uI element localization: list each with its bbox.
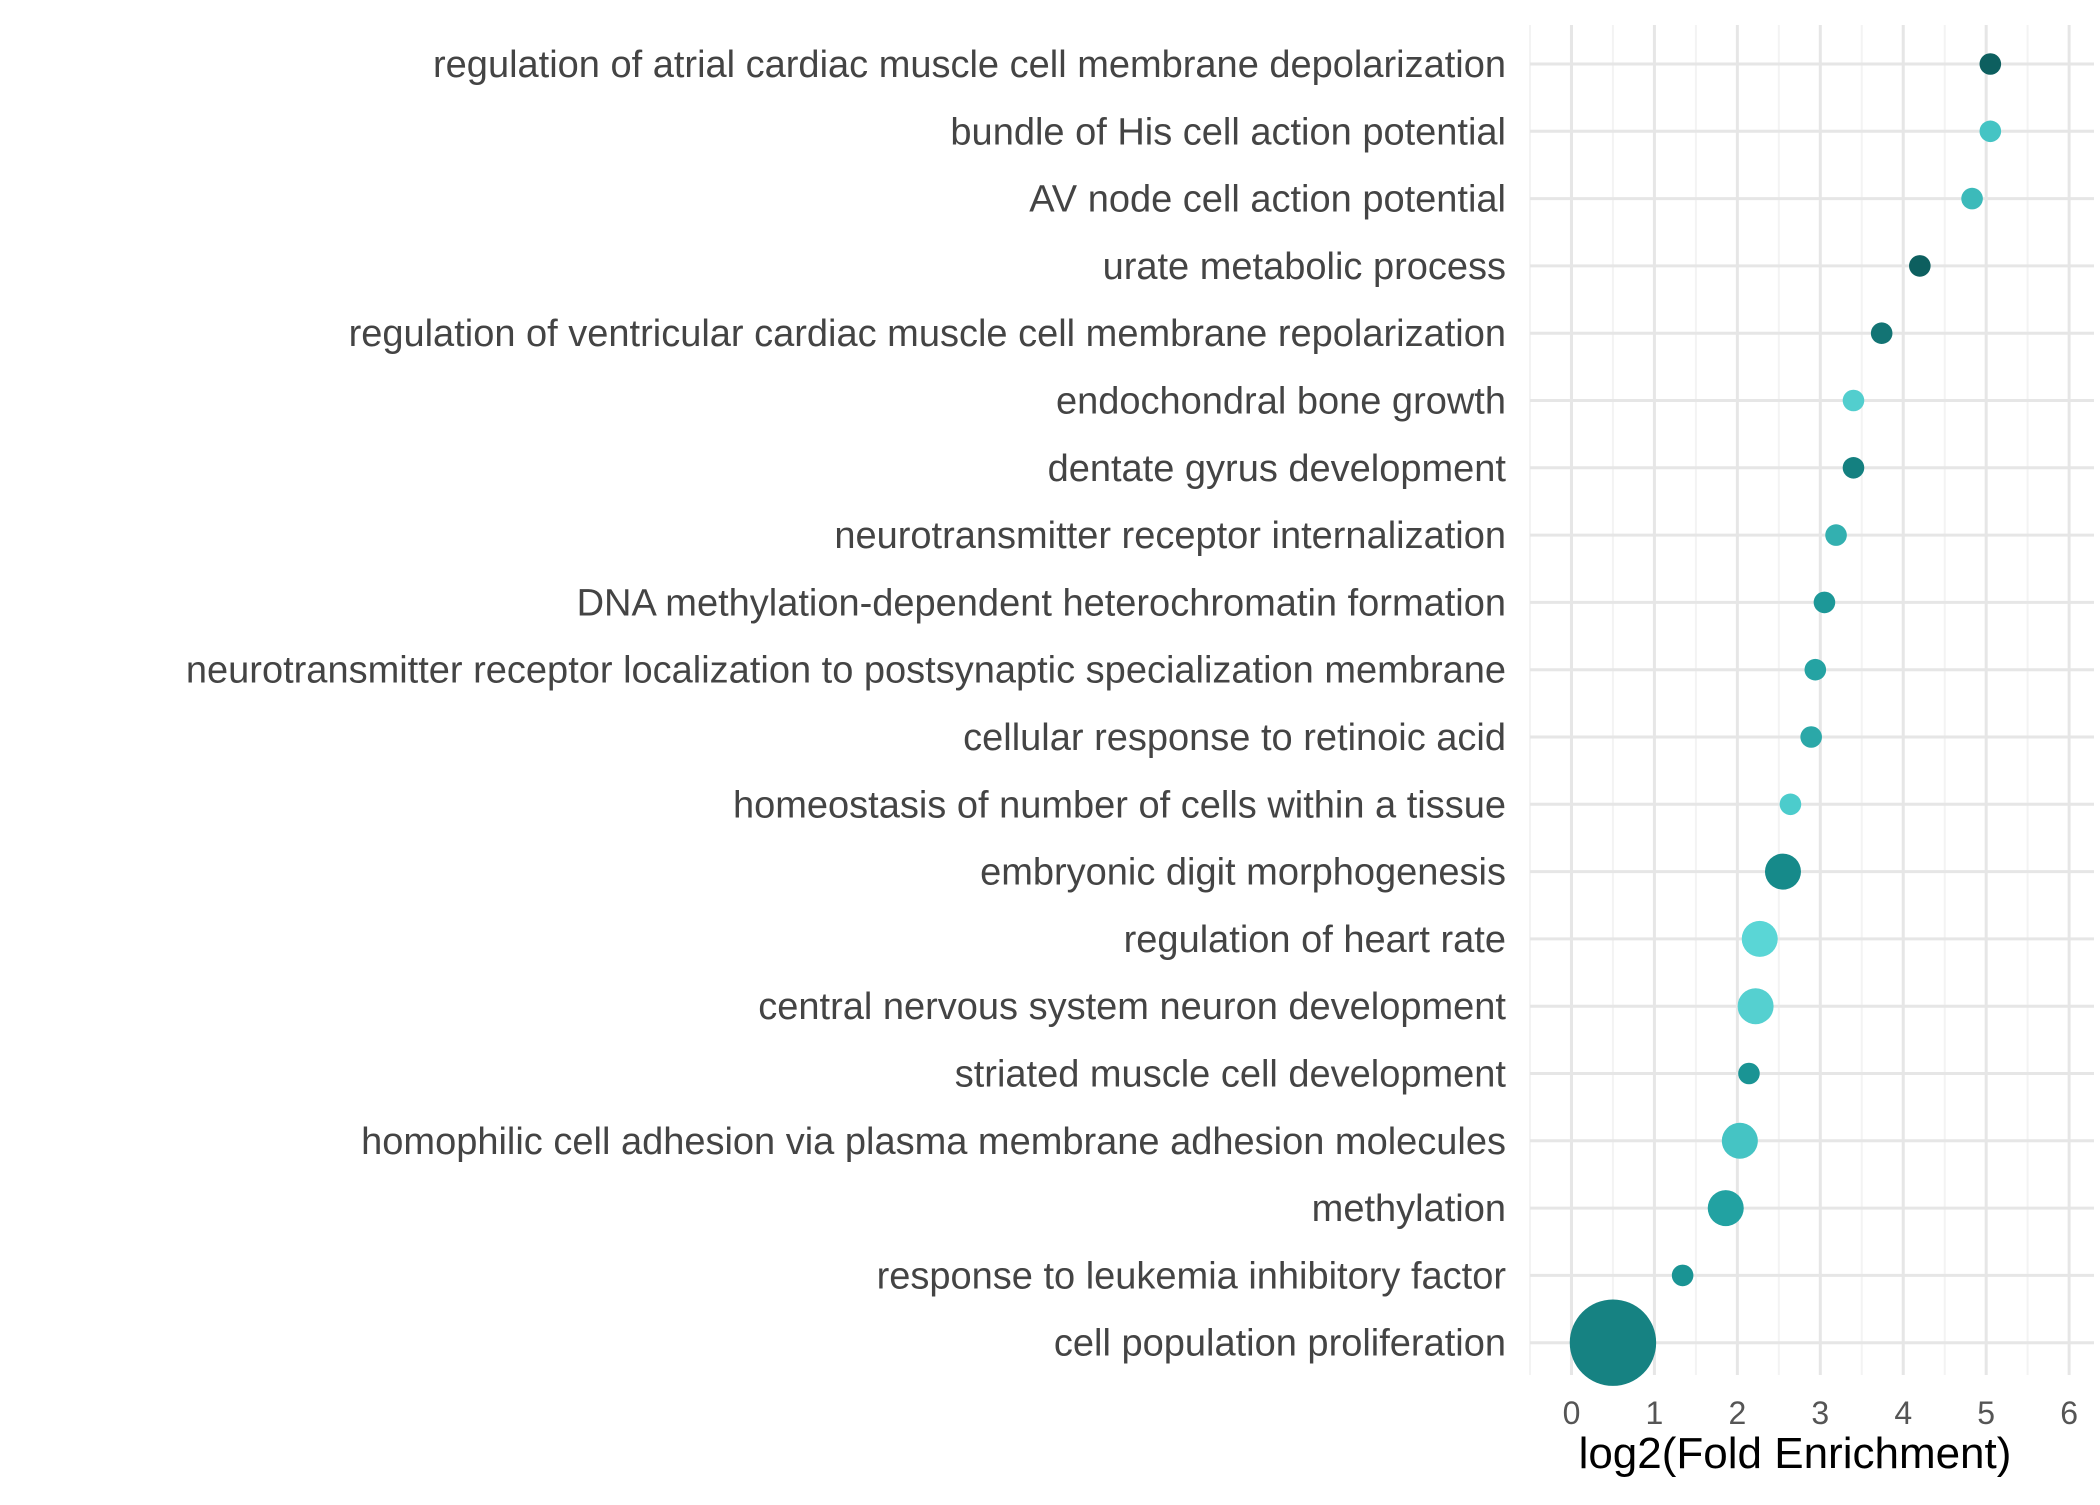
data-point <box>1779 793 1802 816</box>
y-tick-label: embryonic digit morphogenesis <box>980 852 1506 894</box>
data-point <box>1800 726 1822 748</box>
y-tick-label: response to leukemia inhibitory factor <box>877 1255 1507 1297</box>
y-tick-label: neurotransmitter receptor localization t… <box>186 650 1506 692</box>
data-points <box>1569 53 2002 1386</box>
y-tick-label: bundle of His cell action potential <box>950 111 1506 153</box>
grid <box>1529 25 2094 1375</box>
x-axis-title: log2(Fold Enrichment) <box>1579 1429 2012 1478</box>
x-tick-label: 2 <box>1728 1395 1746 1431</box>
x-tick-label: 1 <box>1646 1395 1664 1431</box>
y-tick-label: homeostasis of number of cells within a … <box>733 784 1506 826</box>
data-point <box>1909 255 1931 277</box>
data-point <box>1737 988 1774 1025</box>
y-tick-label: urate metabolic process <box>1103 246 1506 288</box>
data-point <box>1979 53 2002 75</box>
x-tick-label: 5 <box>1977 1395 1995 1431</box>
data-point <box>1842 389 1865 412</box>
data-point <box>1569 1299 1657 1386</box>
data-point <box>1738 1062 1760 1085</box>
data-point <box>1721 1122 1758 1159</box>
y-tick-label: regulation of ventricular cardiac muscle… <box>349 313 1506 355</box>
data-point <box>1707 1190 1744 1227</box>
data-point <box>1764 853 1801 890</box>
data-point <box>1671 1264 1694 1287</box>
y-tick-label: DNA methylation-dependent heterochromati… <box>577 582 1506 624</box>
data-point <box>1961 187 1983 210</box>
y-tick-label: dentate gyrus development <box>1048 448 1507 490</box>
data-point <box>1979 120 2002 143</box>
x-tick-label: 0 <box>1563 1395 1581 1431</box>
data-point <box>1741 920 1778 957</box>
data-point <box>1813 591 1836 614</box>
data-point <box>1804 658 1827 681</box>
y-tick-label: AV node cell action potential <box>1029 179 1506 221</box>
x-tick-labels: 0 1 2 3 4 5 6 <box>1563 1395 2078 1431</box>
x-tick-label: 3 <box>1811 1395 1829 1431</box>
y-tick-label: cellular response to retinoic acid <box>963 717 1506 759</box>
y-tick-label: central nervous system neuron developmen… <box>758 986 1506 1028</box>
data-point <box>1870 322 1893 345</box>
data-point <box>1842 457 1865 479</box>
y-tick-label: methylation <box>1312 1188 1506 1230</box>
x-tick-label: 6 <box>2060 1395 2078 1431</box>
y-tick-label: cell population proliferation <box>1054 1323 1506 1365</box>
y-tick-label: striated muscle cell development <box>955 1054 1507 1096</box>
data-point <box>1825 524 1847 546</box>
y-tick-label: endochondral bone growth <box>1056 381 1506 423</box>
y-tick-label: homophilic cell adhesion via plasma memb… <box>361 1121 1506 1163</box>
y-tick-label: regulation of atrial cardiac muscle cell… <box>433 44 1506 86</box>
y-tick-label: regulation of heart rate <box>1124 919 1506 961</box>
y-tick-label: neurotransmitter receptor internalizatio… <box>834 515 1506 557</box>
y-tick-labels: regulation of atrial cardiac muscle cell… <box>186 44 1507 1365</box>
x-tick-label: 4 <box>1894 1395 1912 1431</box>
